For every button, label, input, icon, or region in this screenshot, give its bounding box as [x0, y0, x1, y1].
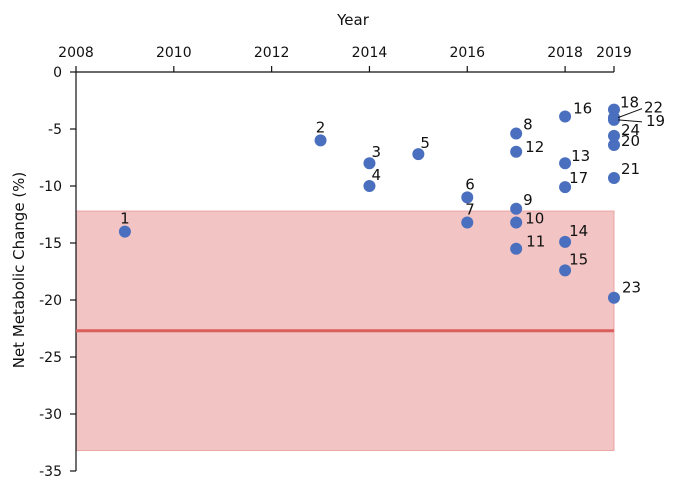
point-label: 17: [569, 169, 588, 187]
x-tick-label: 2019: [596, 45, 632, 61]
data-point: [608, 129, 620, 142]
point-label: 11: [526, 233, 545, 251]
data-point: [559, 157, 572, 170]
point-label: 15: [569, 250, 588, 268]
y-tick-label: 0: [53, 65, 62, 81]
point-label: 1: [120, 210, 130, 228]
point-label: 19: [646, 112, 665, 130]
point-label: 21: [621, 160, 640, 178]
point-label: 16: [573, 99, 592, 117]
point-label: 5: [420, 134, 430, 152]
point-label-leader: [617, 119, 643, 123]
y-tick-label: -35: [39, 464, 62, 480]
data-point: [510, 216, 523, 229]
point-label: 20: [621, 132, 640, 150]
point-label: 12: [525, 138, 544, 156]
data-point: [510, 127, 523, 140]
data-point: [559, 110, 572, 123]
data-point: [461, 216, 474, 229]
data-point: [363, 157, 376, 170]
data-point: [461, 191, 474, 204]
point-label: 14: [569, 222, 588, 240]
data-point: [314, 134, 327, 147]
point-label-leader: [617, 108, 643, 119]
point-label: 18: [620, 94, 639, 112]
point-label: 9: [523, 191, 533, 209]
point-label: 22: [644, 99, 663, 117]
y-tick-label: -20: [39, 293, 62, 309]
data-point: [608, 291, 620, 304]
data-point: [510, 145, 523, 158]
point-label: 23: [622, 279, 641, 297]
y-tick-label: -30: [39, 407, 62, 423]
x-tick-label: 2012: [254, 45, 290, 61]
point-label: 24: [621, 121, 640, 139]
point-label: 8: [523, 116, 533, 134]
x-tick-label: 2018: [547, 45, 583, 61]
data-point: [608, 138, 620, 151]
point-label: 6: [465, 175, 475, 193]
y-axis-title: Net Metabolic Change (%): [10, 172, 28, 369]
point-label: 3: [371, 143, 381, 161]
data-point: [559, 235, 572, 248]
point-label: 4: [371, 166, 381, 184]
x-tick-label: 2010: [156, 45, 192, 61]
point-label: 13: [571, 147, 590, 165]
x-tick-label: 2016: [449, 45, 485, 61]
point-label: 10: [525, 209, 544, 227]
data-point: [118, 225, 131, 238]
data-point: [412, 148, 425, 161]
data-point: [608, 111, 620, 124]
point-label: 7: [465, 200, 475, 218]
data-point: [559, 264, 572, 277]
x-tick-label: 2014: [352, 45, 388, 61]
x-tick-label: 2008: [58, 45, 94, 61]
y-tick-label: -10: [39, 179, 62, 195]
data-point: [363, 180, 376, 192]
data-point: [559, 181, 572, 194]
y-tick-label: -25: [39, 350, 62, 366]
y-tick-label: -15: [39, 236, 62, 252]
data-point: [510, 202, 523, 215]
data-point: [510, 242, 523, 255]
y-tick-label: -5: [48, 122, 62, 138]
x-axis-title: Year: [336, 11, 370, 29]
data-point: [608, 172, 620, 185]
point-label: 2: [316, 118, 326, 136]
